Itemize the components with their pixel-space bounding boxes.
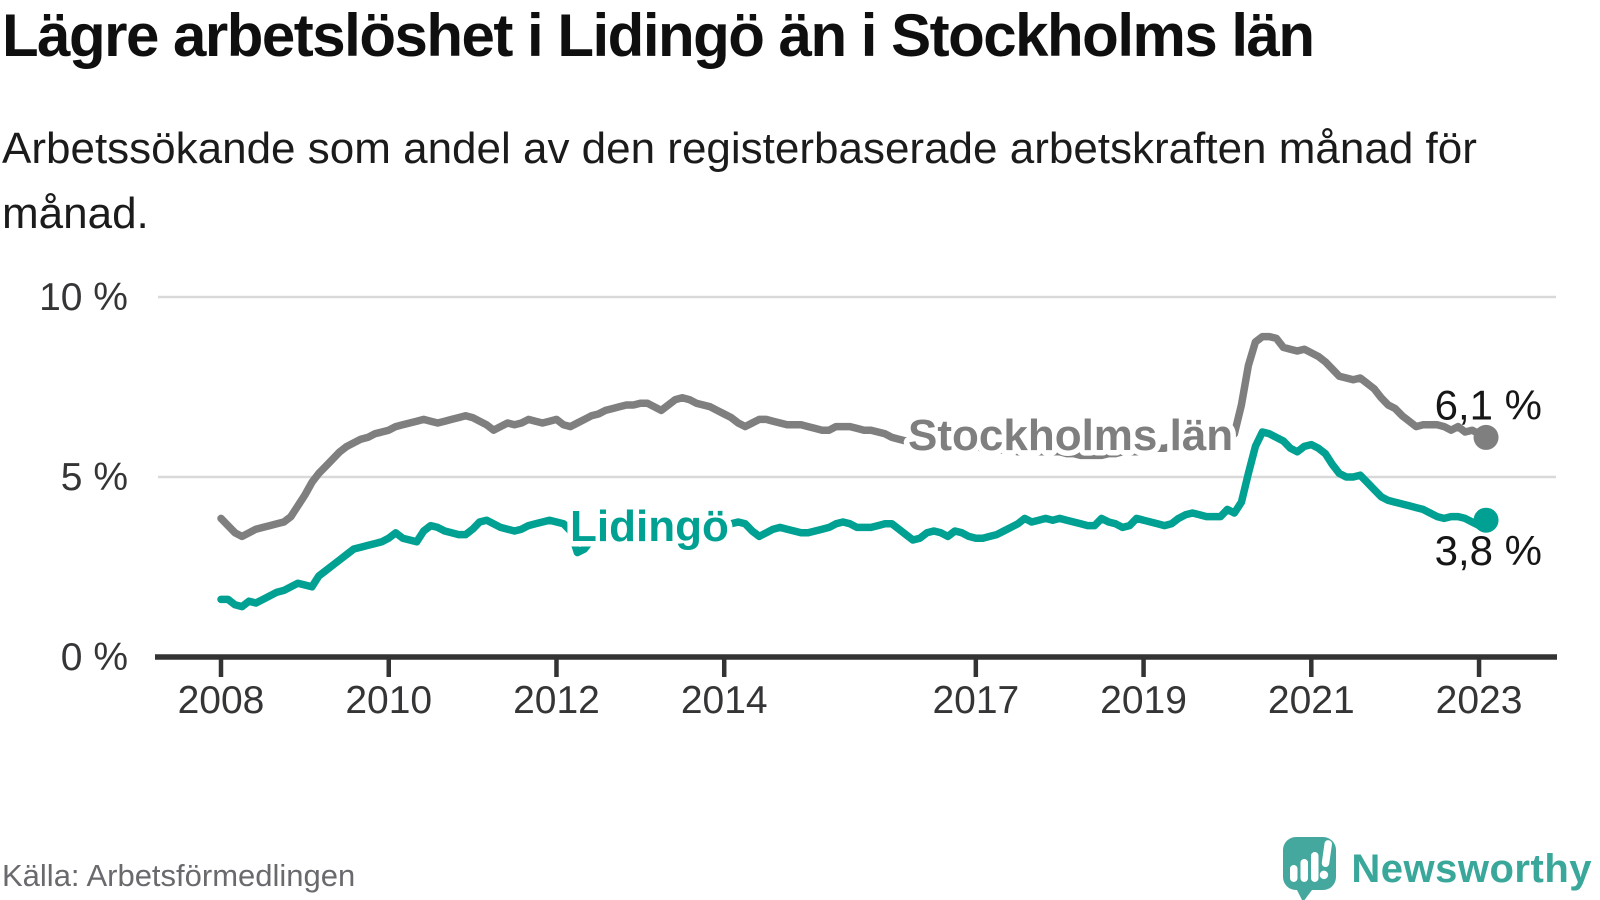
x-axis-tick-label: 2019 — [1100, 679, 1187, 722]
x-axis-tick-label: 2014 — [681, 679, 768, 722]
chart-subtitle: Arbetssökande som andel av den registerb… — [2, 124, 1477, 238]
page-title: Lägre arbetslöshet i Lidingö än i Stockh… — [2, 2, 1315, 69]
x-axis-tick-label: 2017 — [932, 679, 1019, 722]
series-line-1 — [217, 428, 1490, 611]
logo-bar-3 — [1311, 852, 1319, 882]
source-note: Källa: Arbetsförmedlingen — [2, 858, 356, 893]
logo-bar-1 — [1290, 865, 1298, 882]
series-line-0 — [217, 332, 1490, 541]
newsworthy-icon — [1283, 837, 1337, 900]
end-value-label: 3,8 % — [1435, 527, 1542, 574]
logo-bar-2 — [1300, 859, 1309, 882]
logo-bubble-tail — [1295, 886, 1316, 900]
x-axis-tick-label: 2021 — [1268, 679, 1355, 722]
brand-logo: Newsworthy — [1282, 834, 1592, 900]
y-axis-tick-label: 0 % — [61, 636, 128, 679]
x-axis-tick-label: 2010 — [345, 679, 432, 722]
series-label: Lidingö — [570, 502, 729, 551]
x-axis-tick-label: 2008 — [178, 679, 265, 722]
end-value-label: 6,1 % — [1435, 381, 1542, 428]
y-axis-tick-label: 10 % — [39, 276, 128, 319]
x-axis-tick-label: 2012 — [513, 679, 600, 722]
brand-name: Newsworthy — [1351, 846, 1592, 891]
x-axis-tick-label: 2023 — [1436, 679, 1523, 722]
y-axis-tick-label: 5 % — [61, 456, 128, 499]
series-label: Stockholms län — [908, 411, 1233, 460]
logo-exclamation — [1320, 840, 1333, 880]
end-dot — [1473, 507, 1499, 533]
end-dot — [1473, 424, 1499, 450]
